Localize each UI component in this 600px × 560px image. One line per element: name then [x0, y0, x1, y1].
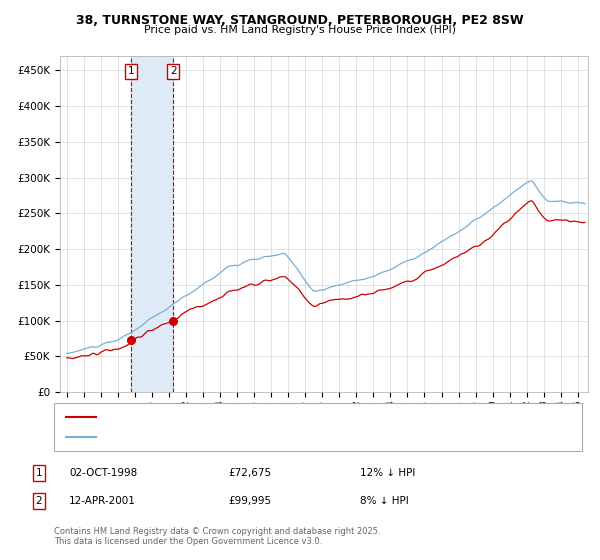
Text: 38, TURNSTONE WAY, STANGROUND, PETERBOROUGH, PE2 8SW (detached house): 38, TURNSTONE WAY, STANGROUND, PETERBORO…: [105, 412, 497, 421]
Text: Contains HM Land Registry data © Crown copyright and database right 2025.
This d: Contains HM Land Registry data © Crown c…: [54, 526, 380, 546]
Text: £72,675: £72,675: [228, 468, 271, 478]
Text: 1: 1: [35, 468, 43, 478]
Text: £99,995: £99,995: [228, 496, 271, 506]
Text: 12% ↓ HPI: 12% ↓ HPI: [360, 468, 415, 478]
Text: HPI: Average price, detached house, City of Peterborough: HPI: Average price, detached house, City…: [105, 433, 379, 442]
Bar: [131, 56, 173, 392]
Text: 38, TURNSTONE WAY, STANGROUND, PETERBOROUGH, PE2 8SW: 38, TURNSTONE WAY, STANGROUND, PETERBORO…: [76, 14, 524, 27]
Text: 12-APR-2001: 12-APR-2001: [69, 496, 136, 506]
Text: 1: 1: [127, 66, 134, 76]
Text: Price paid vs. HM Land Registry's House Price Index (HPI): Price paid vs. HM Land Registry's House …: [144, 25, 456, 35]
Text: 02-OCT-1998: 02-OCT-1998: [69, 468, 137, 478]
Text: 8% ↓ HPI: 8% ↓ HPI: [360, 496, 409, 506]
Text: 2: 2: [170, 66, 176, 76]
Text: 2: 2: [35, 496, 43, 506]
